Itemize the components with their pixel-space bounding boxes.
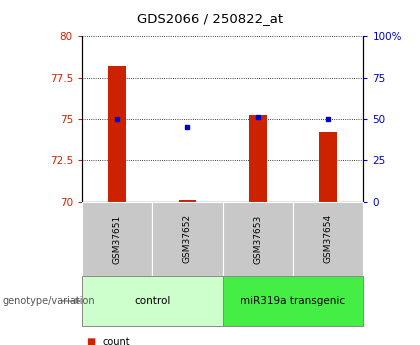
Text: control: control bbox=[134, 296, 171, 306]
Text: ■: ■ bbox=[86, 337, 95, 345]
Text: GDS2066 / 250822_at: GDS2066 / 250822_at bbox=[137, 12, 283, 25]
Text: GSM37654: GSM37654 bbox=[324, 214, 333, 264]
Bar bbox=[319, 132, 337, 202]
Text: GSM37651: GSM37651 bbox=[113, 214, 121, 264]
Text: genotype/variation: genotype/variation bbox=[2, 296, 95, 306]
Bar bbox=[178, 200, 196, 202]
Text: GSM37653: GSM37653 bbox=[253, 214, 262, 264]
Text: miR319a transgenic: miR319a transgenic bbox=[240, 296, 346, 306]
Bar bbox=[249, 115, 267, 202]
Bar bbox=[108, 66, 126, 202]
Text: GSM37652: GSM37652 bbox=[183, 214, 192, 264]
Text: count: count bbox=[103, 337, 131, 345]
